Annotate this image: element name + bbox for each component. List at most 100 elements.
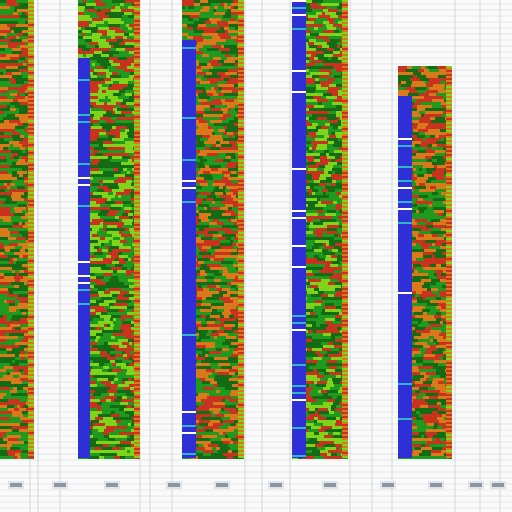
track-cell	[95, 309, 99, 312]
track-cell	[230, 48, 235, 51]
track-cell	[0, 6, 10, 9]
track-cell	[98, 42, 104, 45]
track-accent-cell	[238, 284, 244, 286]
track-cell	[105, 285, 112, 288]
track-cell	[114, 45, 124, 48]
track-cell	[318, 141, 328, 144]
track-accent-cell	[28, 456, 34, 458]
track-cell	[328, 162, 332, 165]
track-cell	[209, 393, 219, 396]
track-accent-cell	[238, 420, 244, 422]
track-cell	[101, 312, 107, 315]
track-cell	[9, 291, 13, 294]
track-cell	[8, 147, 20, 150]
track-cell	[195, 15, 199, 18]
track-cell	[202, 57, 213, 60]
track-cell	[194, 372, 200, 375]
track-cell	[305, 273, 314, 276]
track-cell	[325, 12, 328, 15]
track-cell	[207, 210, 215, 213]
track-cell	[226, 192, 233, 195]
track-cell	[11, 318, 20, 321]
track-cell	[0, 30, 11, 33]
track-cell	[201, 180, 207, 183]
track-cell	[128, 207, 132, 210]
track-cell	[214, 12, 225, 15]
track-cell	[22, 30, 28, 33]
track-cell	[325, 165, 333, 168]
track-cell	[336, 105, 343, 108]
track-cell	[320, 336, 331, 339]
track-accent-cell	[238, 220, 244, 222]
track-cell	[19, 36, 27, 39]
track-cell	[325, 186, 336, 189]
track-cell	[325, 312, 328, 315]
track-cell	[12, 135, 20, 138]
track-cell	[309, 228, 316, 231]
track-cell	[125, 318, 130, 321]
track-cell	[0, 393, 6, 396]
track-cell	[310, 99, 317, 102]
track-cell	[187, 24, 198, 27]
track-cell	[335, 285, 341, 288]
track-cell	[196, 162, 204, 165]
track-cell	[117, 297, 129, 300]
track-cell	[126, 363, 129, 366]
track-cell	[195, 132, 202, 135]
track-cell	[225, 435, 228, 438]
track-cell	[93, 435, 104, 438]
track-cell	[313, 357, 322, 360]
track-cell	[21, 393, 27, 396]
track-cell	[0, 378, 8, 381]
track-cell	[318, 213, 325, 216]
track-cell	[215, 414, 224, 417]
track-cell	[18, 66, 27, 69]
track-cell	[328, 126, 333, 129]
track-cell	[196, 123, 208, 126]
track-cell	[202, 435, 212, 438]
track-cell	[21, 327, 29, 330]
track-cell	[0, 381, 3, 384]
track-cell	[15, 372, 21, 375]
track-accent-cell	[134, 268, 140, 270]
track-cell	[229, 414, 241, 417]
track-cell	[121, 162, 129, 165]
track-cell	[321, 279, 330, 282]
track-cell	[6, 0, 16, 3]
track-cell	[0, 276, 4, 279]
track-cell	[196, 213, 199, 216]
track-cell	[198, 456, 210, 459]
track-cell	[103, 108, 113, 111]
track-cell	[12, 168, 22, 171]
track-cell	[302, 306, 314, 309]
track-cell	[219, 333, 228, 336]
track-cell	[336, 111, 343, 114]
track-cell	[11, 81, 16, 84]
track-cell	[4, 183, 7, 186]
track-cell	[211, 12, 214, 15]
track-cell	[18, 432, 21, 435]
track-cell	[111, 414, 120, 417]
track-cell	[225, 129, 232, 132]
track-cell	[194, 300, 202, 303]
track-accent-cell	[238, 296, 244, 298]
track-cell	[87, 402, 97, 405]
track-cell	[225, 54, 230, 57]
track-cell	[206, 405, 213, 408]
track-cell	[214, 114, 223, 117]
track-cell	[6, 66, 18, 69]
track-cell	[217, 381, 228, 384]
track-cell	[102, 90, 106, 93]
track-cell	[308, 15, 318, 18]
track-cell	[104, 291, 110, 294]
track-cell	[327, 117, 337, 120]
track-accent-cell	[28, 168, 34, 170]
track-cell	[212, 72, 217, 75]
track-cell	[213, 234, 222, 237]
track-cell	[83, 54, 86, 57]
track-cell	[208, 426, 215, 429]
track-cell	[128, 402, 136, 405]
track-cell	[220, 207, 228, 210]
track-cell	[6, 318, 11, 321]
track-cell	[229, 27, 235, 30]
